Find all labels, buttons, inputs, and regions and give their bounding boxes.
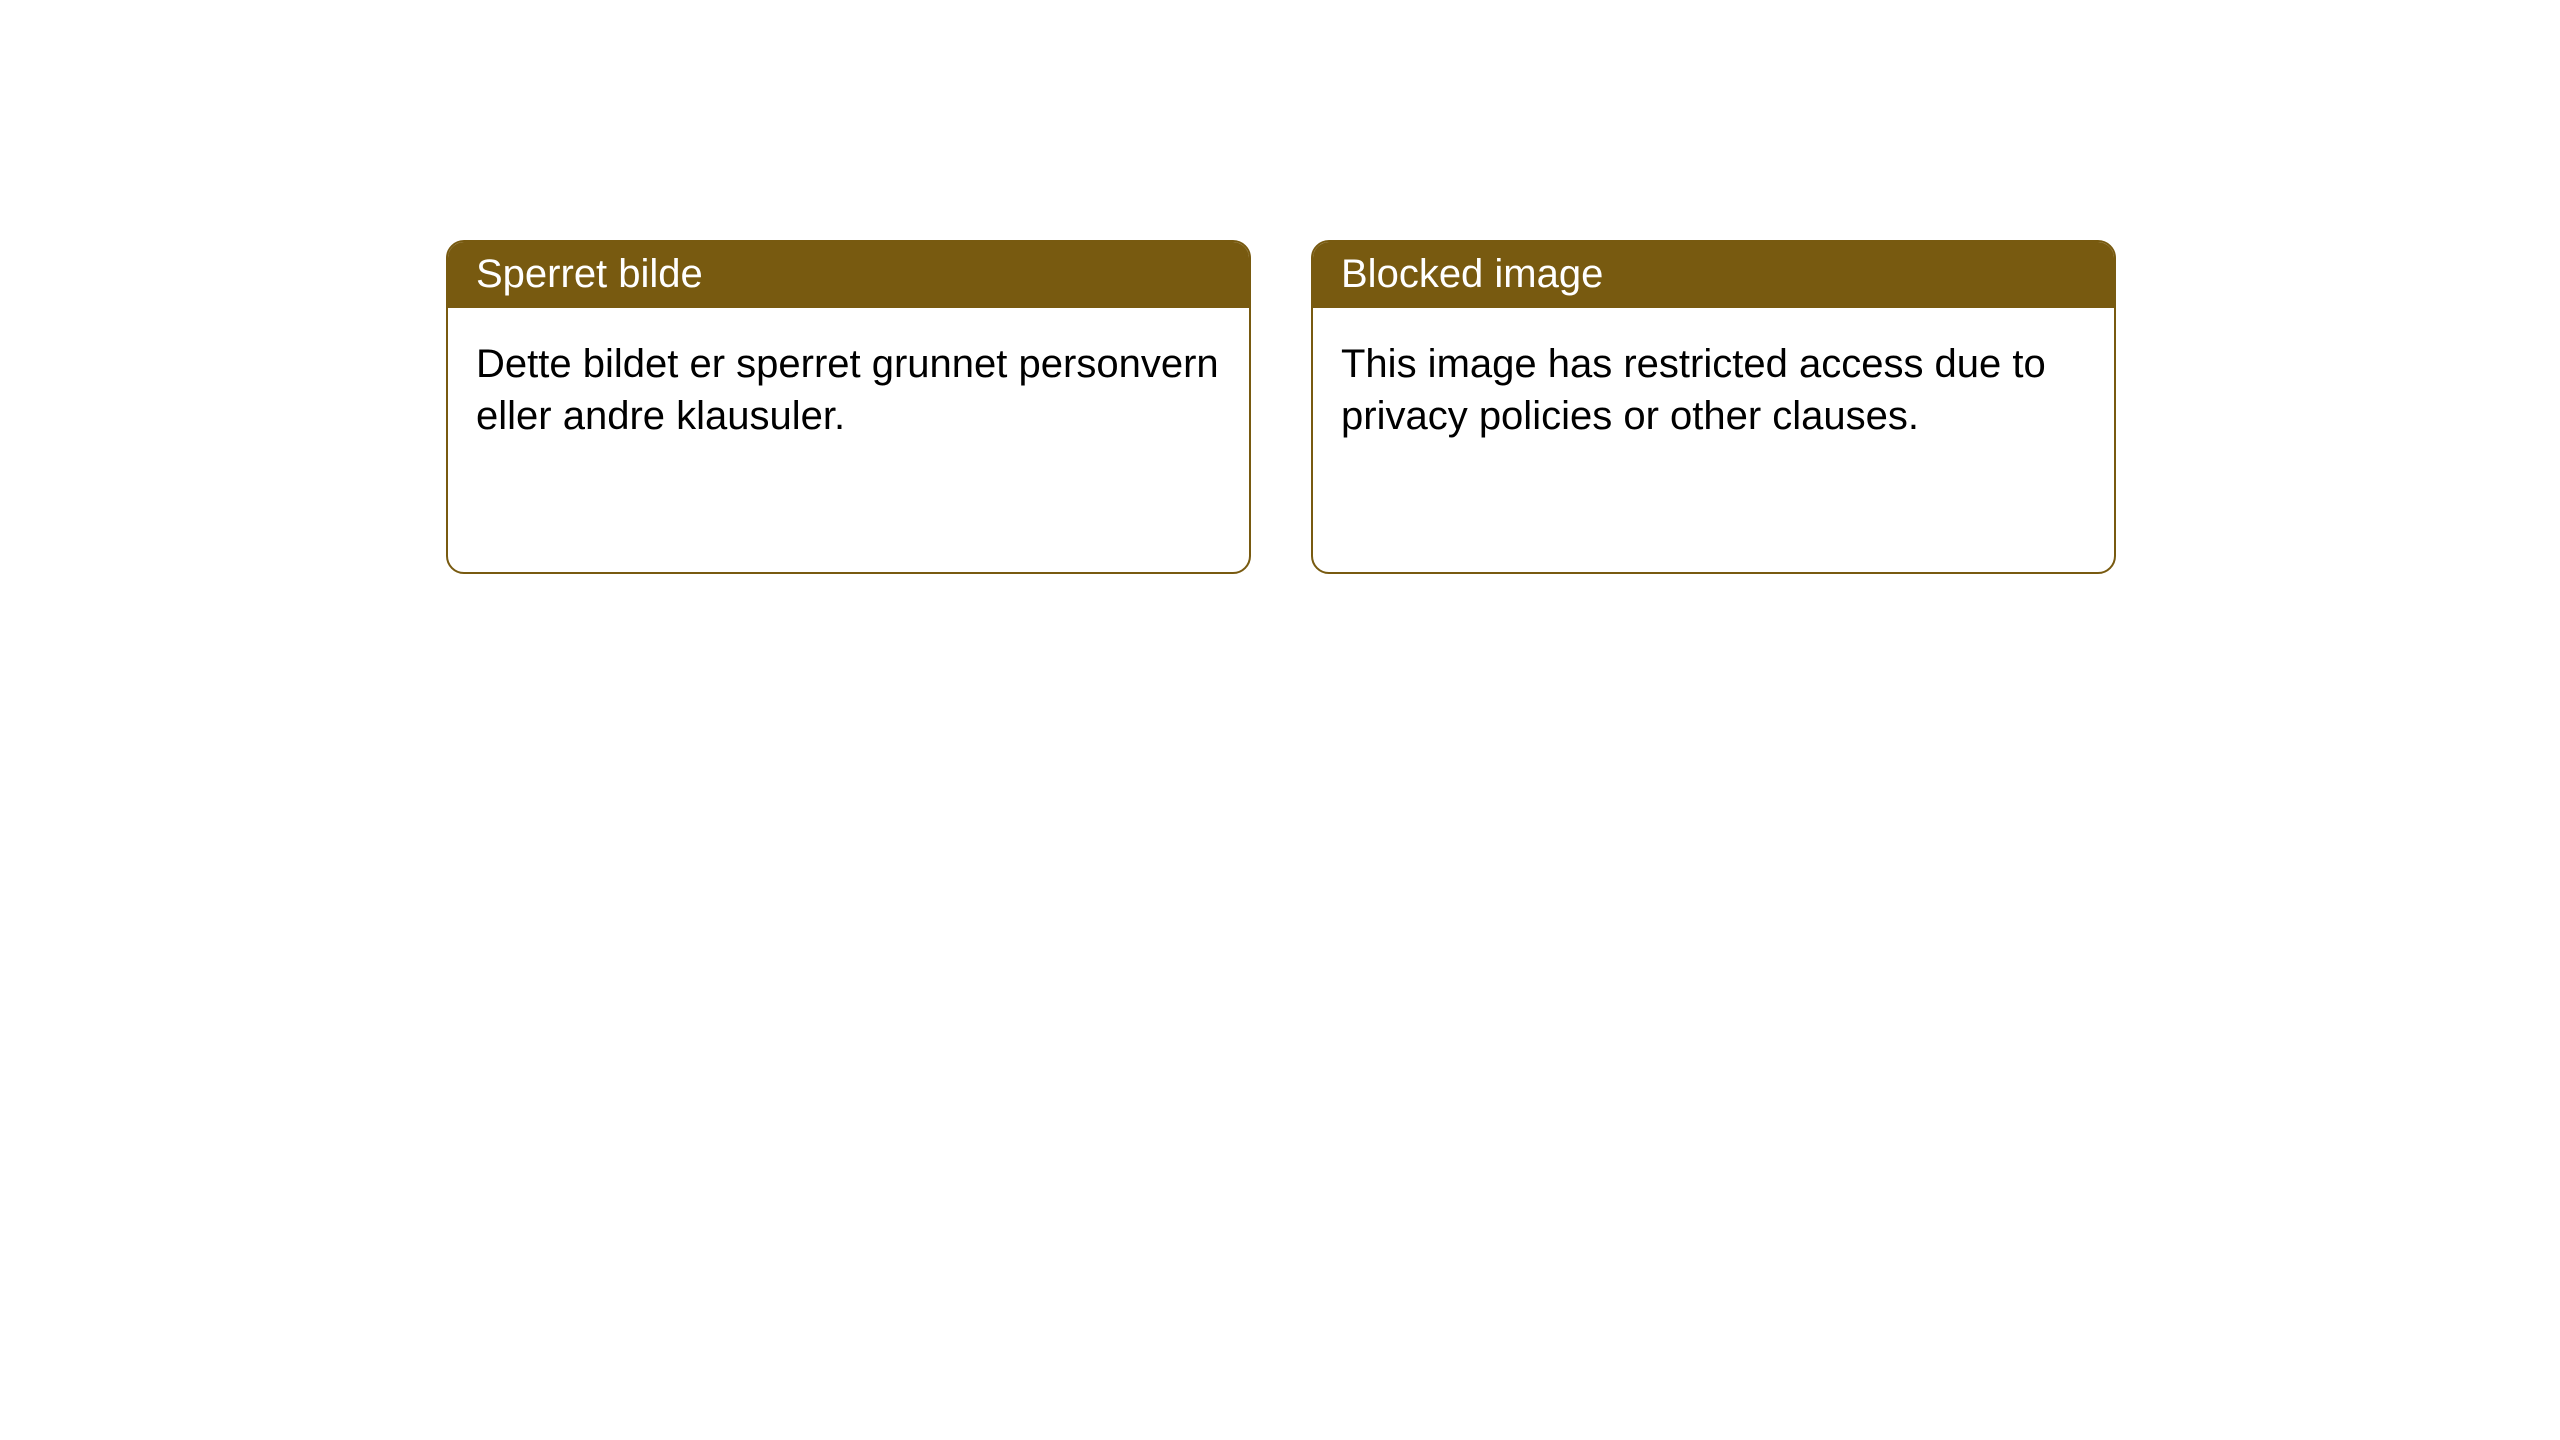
notice-body: Dette bildet er sperret grunnet personve… [448, 308, 1249, 472]
notice-card-norwegian: Sperret bilde Dette bildet er sperret gr… [446, 240, 1251, 574]
notice-container: Sperret bilde Dette bildet er sperret gr… [0, 0, 2560, 574]
notice-body: This image has restricted access due to … [1313, 308, 2114, 472]
notice-title: Sperret bilde [448, 242, 1249, 308]
notice-card-english: Blocked image This image has restricted … [1311, 240, 2116, 574]
notice-title: Blocked image [1313, 242, 2114, 308]
